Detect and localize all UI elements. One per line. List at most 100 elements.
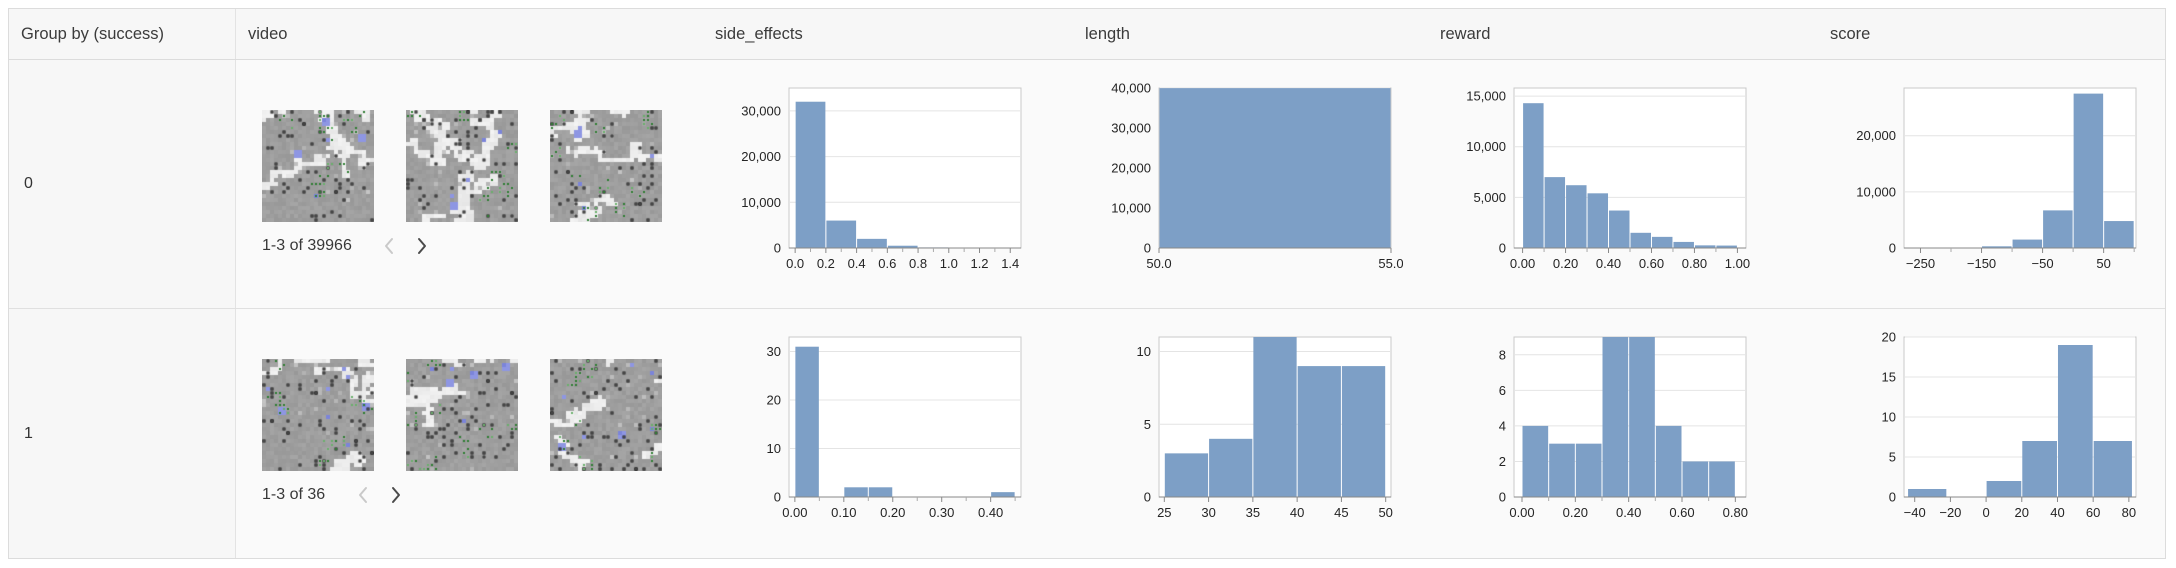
- score-histogram-panel[interactable]: 0 5 10 15 20 −40 −20 0 20 40 60 80: [1838, 329, 2165, 534]
- svg-text:0.0: 0.0: [786, 256, 804, 271]
- pagination-next-button[interactable]: [379, 482, 413, 508]
- side-effects-histogram-panel[interactable]: 0 10,000 20,000 30,000 0.0 0.2 0.4 0.6 0.8 1.0 1.2…: [723, 80, 1073, 285]
- table-header-row: Group by (success) video side_effects le…: [9, 9, 2165, 60]
- svg-text:−250: −250: [1906, 256, 1935, 271]
- column-header-reward[interactable]: reward: [1428, 9, 1818, 59]
- column-header-label: reward: [1440, 24, 1491, 43]
- svg-text:0: 0: [1982, 505, 1989, 520]
- svg-text:0: 0: [1499, 241, 1506, 256]
- pagination-prev-button[interactable]: [345, 482, 379, 508]
- svg-text:10,000: 10,000: [741, 195, 781, 210]
- svg-text:10,000: 10,000: [1856, 184, 1896, 199]
- column-header-label: score: [1830, 24, 1871, 43]
- svg-text:60: 60: [2086, 505, 2100, 520]
- grouped-runs-table: Group by (success) video side_effects le…: [8, 8, 2166, 559]
- reward-histogram-panel[interactable]: 0 2 4 6 8 0.00 0.20 0.40 0.60 0.80: [1448, 329, 1818, 534]
- pagination-next-button[interactable]: [406, 233, 440, 259]
- svg-text:0.20: 0.20: [1553, 256, 1578, 271]
- pagination-prev-button[interactable]: [372, 233, 406, 259]
- video-thumbnail[interactable]: [262, 110, 374, 222]
- cell-score: 0 5 10 15 20 −40 −20 0 20 40 60 80: [1818, 309, 2165, 558]
- side-effects-histogram-panel[interactable]: 0 10 20 30 0.00 0.10 0.20 0.30 0.40: [723, 329, 1073, 534]
- pagination: 1-3 of 39966: [262, 233, 703, 259]
- column-header-group-by[interactable]: Group by (success): [9, 9, 236, 59]
- video-thumbnail[interactable]: [550, 110, 662, 222]
- svg-text:20: 20: [1882, 330, 1896, 345]
- column-header-label: length: [1085, 24, 1130, 43]
- svg-text:0.8: 0.8: [909, 256, 927, 271]
- svg-text:0.10: 0.10: [831, 505, 856, 520]
- svg-text:0: 0: [1144, 241, 1151, 256]
- cell-side-effects: 0 10 20 30 0.00 0.10 0.20 0.30 0.40: [703, 309, 1073, 558]
- svg-text:10,000: 10,000: [1466, 139, 1506, 154]
- cell-length: 0 5 10 25 30 35 40 45 50: [1073, 309, 1428, 558]
- svg-text:6: 6: [1499, 383, 1506, 398]
- histogram-chart: 0 5 10 25 30 35 40 45 50: [1137, 336, 1393, 520]
- histogram-chart: 0 5,000 10,000 15,000 0.00 0.20 0.40 0.60 0.80 1.…: [1466, 87, 1750, 271]
- chevron-left-icon: [358, 487, 367, 503]
- svg-text:20: 20: [767, 393, 781, 408]
- svg-text:25: 25: [1157, 505, 1171, 520]
- svg-text:80: 80: [2122, 505, 2136, 520]
- cell-reward: 0 5,000 10,000 15,000 0.00 0.20 0.40 0.60 0.80 1.…: [1428, 60, 1818, 308]
- svg-text:2: 2: [1499, 454, 1506, 469]
- column-header-side-effects[interactable]: side_effects: [703, 9, 1073, 59]
- svg-text:0.40: 0.40: [1596, 256, 1621, 271]
- svg-text:5: 5: [1889, 450, 1896, 465]
- svg-text:0: 0: [1499, 490, 1506, 505]
- column-header-score[interactable]: score: [1818, 9, 2165, 59]
- svg-text:0.00: 0.00: [1510, 256, 1535, 271]
- cell-score: 0 10,000 20,000 −250 −150 −50 50: [1818, 60, 2165, 308]
- svg-text:15,000: 15,000: [1466, 89, 1506, 104]
- svg-text:−150: −150: [1967, 256, 1996, 271]
- chevron-right-icon: [391, 487, 400, 503]
- cell-length: 0 10,000 20,000 30,000 40,000 50.0 55.0: [1073, 60, 1428, 308]
- svg-text:40: 40: [1290, 505, 1304, 520]
- column-header-video[interactable]: video: [236, 9, 703, 59]
- svg-text:1.00: 1.00: [1725, 256, 1750, 271]
- svg-text:40,000: 40,000: [1111, 81, 1151, 96]
- reward-histogram-panel[interactable]: 0 5,000 10,000 15,000 0.00 0.20 0.40 0.60 0.80 1.…: [1448, 80, 1818, 285]
- svg-text:20,000: 20,000: [1111, 161, 1151, 176]
- cell-side-effects: 0 10,000 20,000 30,000 0.0 0.2 0.4 0.6 0.8 1.0 1.2…: [703, 60, 1073, 308]
- svg-text:1.0: 1.0: [940, 256, 958, 271]
- svg-text:0.00: 0.00: [782, 505, 807, 520]
- column-header-label: side_effects: [715, 24, 803, 43]
- table-row: 0 1-3 of 39966 0 10,000 20,000 30,000 0.0 0.2…: [9, 60, 2165, 308]
- svg-text:0: 0: [1889, 241, 1896, 256]
- svg-text:1.2: 1.2: [970, 256, 988, 271]
- histogram-chart: 0 10,000 20,000 −250 −150 −50 50: [1856, 87, 2137, 271]
- svg-text:−50: −50: [2032, 256, 2054, 271]
- svg-text:30: 30: [1201, 505, 1215, 520]
- svg-text:40: 40: [2050, 505, 2064, 520]
- histogram-chart: 0 2 4 6 8 0.00 0.20 0.40 0.60 0.80: [1499, 336, 1748, 520]
- chevron-left-icon: [385, 238, 394, 254]
- histogram-chart: 0 10 20 30 0.00 0.10 0.20 0.30 0.40: [767, 336, 1022, 520]
- svg-text:0.80: 0.80: [1723, 505, 1748, 520]
- svg-text:0.40: 0.40: [1616, 505, 1641, 520]
- svg-text:0.2: 0.2: [817, 256, 835, 271]
- svg-text:0: 0: [1889, 490, 1896, 505]
- cell-group-value: 0: [9, 60, 236, 308]
- svg-text:0: 0: [774, 241, 781, 256]
- video-thumbnail[interactable]: [262, 359, 374, 471]
- svg-text:50: 50: [2096, 256, 2110, 271]
- length-histogram-panel[interactable]: 0 5 10 25 30 35 40 45 50: [1093, 329, 1428, 534]
- pagination-label: 1-3 of 39966: [262, 237, 352, 254]
- column-header-length[interactable]: length: [1073, 9, 1428, 59]
- svg-text:0: 0: [1144, 490, 1151, 505]
- svg-text:30,000: 30,000: [741, 103, 781, 118]
- video-thumbnail[interactable]: [550, 359, 662, 471]
- svg-text:0: 0: [774, 490, 781, 505]
- svg-text:20,000: 20,000: [741, 149, 781, 164]
- svg-text:0.60: 0.60: [1669, 505, 1694, 520]
- histogram-chart: 0 10,000 20,000 30,000 0.0 0.2 0.4 0.6 0.8 1.0 1.2…: [741, 87, 1022, 271]
- score-histogram-panel[interactable]: 0 10,000 20,000 −250 −150 −50 50: [1838, 80, 2165, 285]
- svg-text:0.4: 0.4: [848, 256, 866, 271]
- video-thumbnail[interactable]: [406, 110, 518, 222]
- video-thumbnail[interactable]: [406, 359, 518, 471]
- group-value: 1: [24, 424, 33, 442]
- video-thumbnail-strip: [262, 110, 703, 222]
- length-histogram-panel[interactable]: 0 10,000 20,000 30,000 40,000 50.0 55.0: [1093, 80, 1428, 285]
- cell-video: 1-3 of 36: [236, 309, 703, 558]
